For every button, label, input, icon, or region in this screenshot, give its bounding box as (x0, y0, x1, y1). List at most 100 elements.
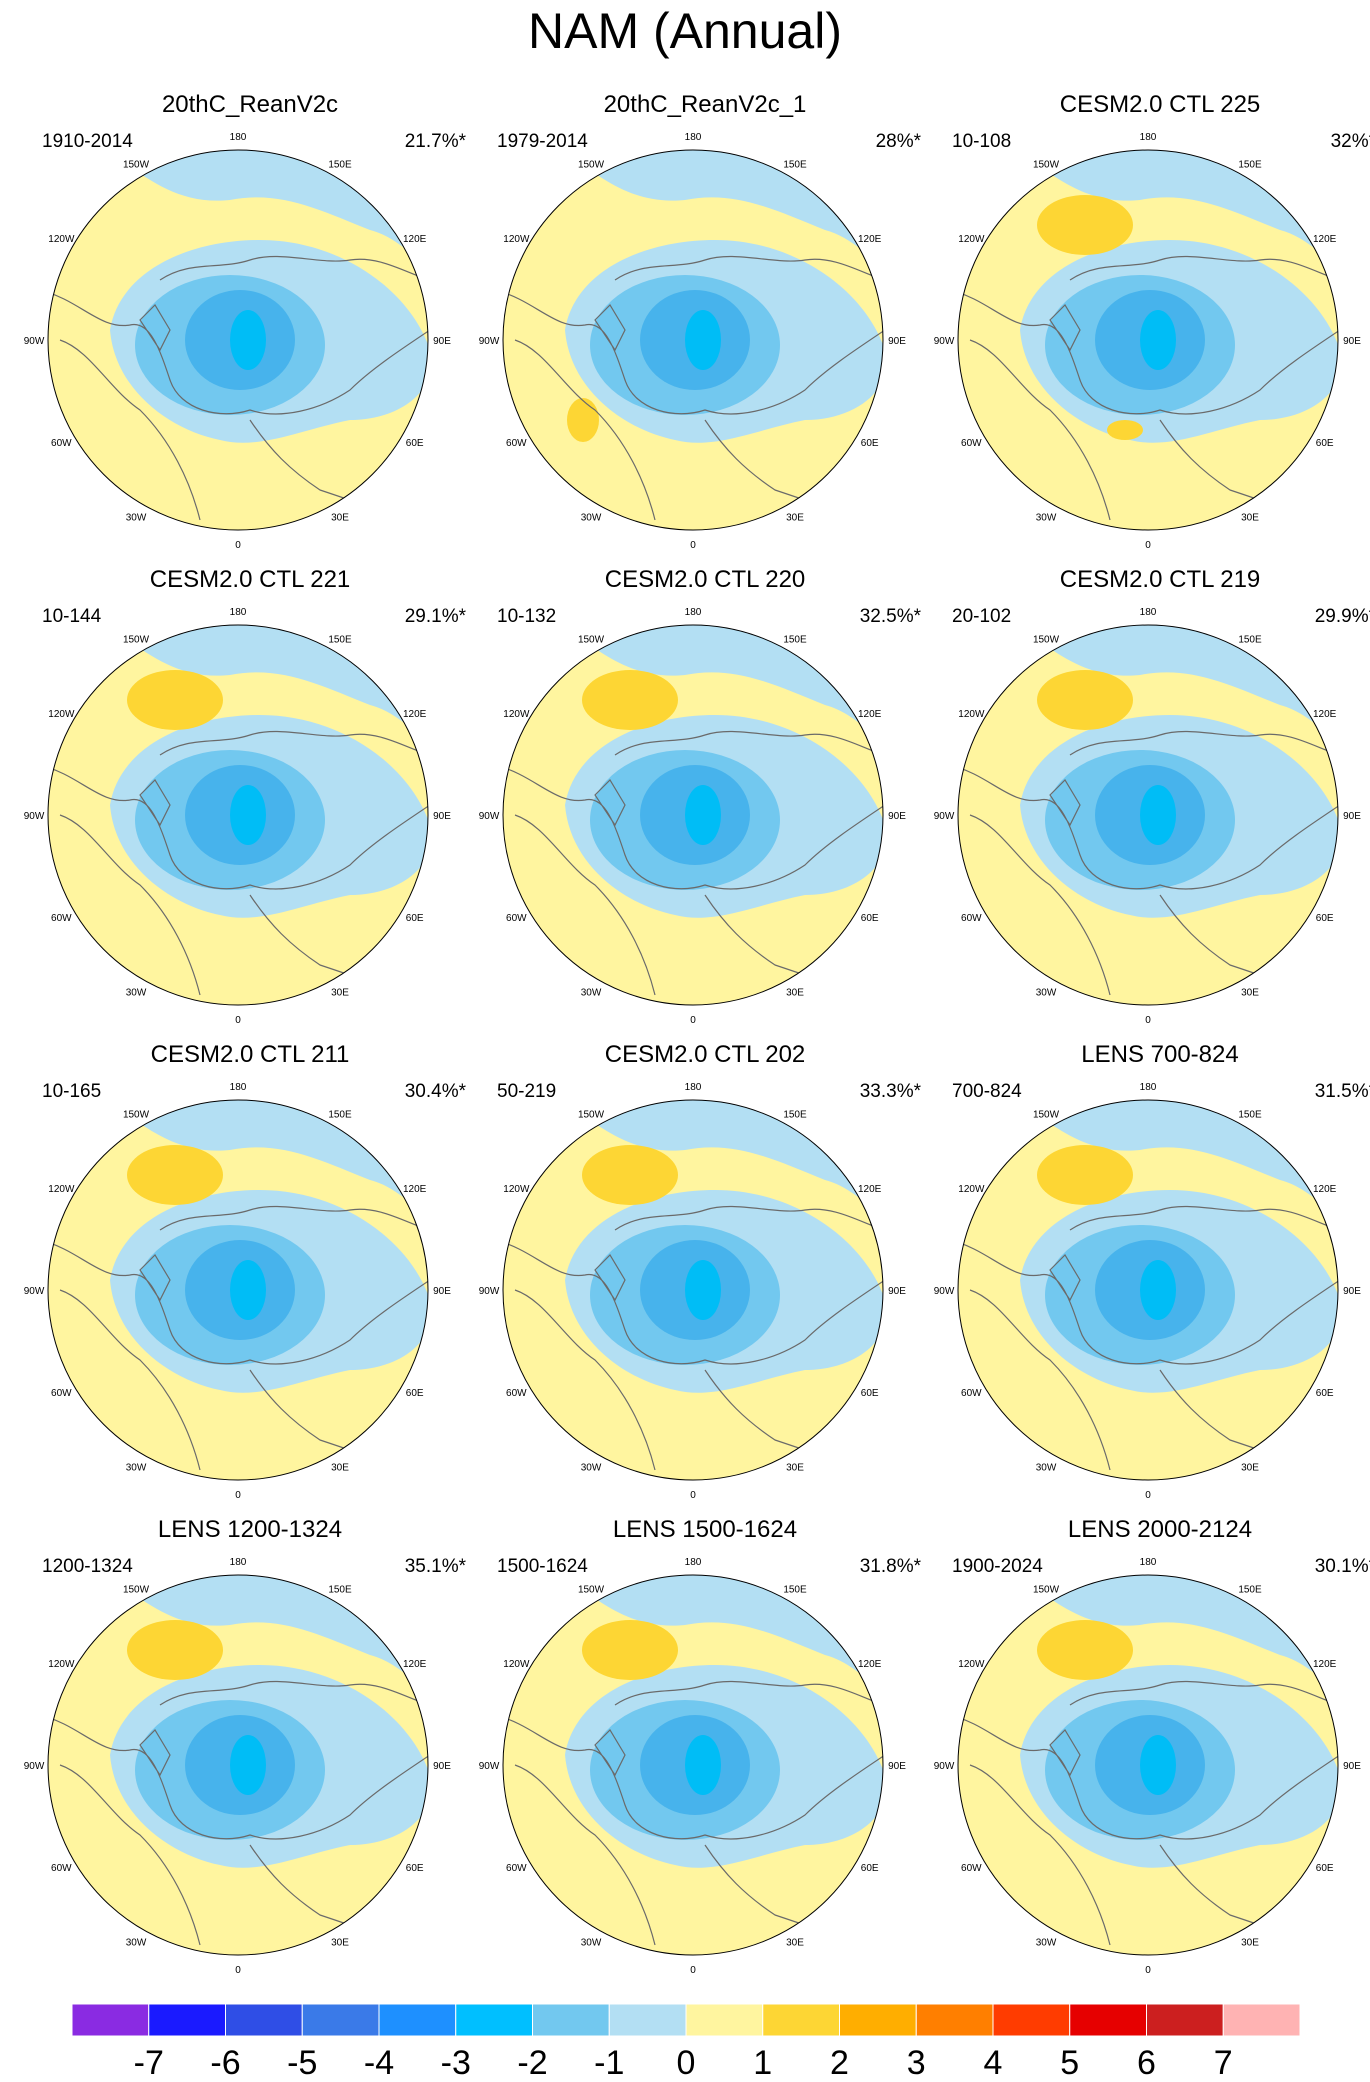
longitude-label: 30E (331, 1463, 349, 1474)
longitude-label: 150W (1033, 159, 1060, 170)
longitude-label: 90E (1343, 336, 1361, 347)
colorbar-tick-label: -4 (364, 2044, 394, 2082)
map-panel: LENS 1200-1324 1200-1324 35.1%* 180 150E 120E… (20, 1515, 480, 1985)
map-boundary (957, 149, 1339, 531)
longitude-label: 30W (126, 513, 147, 524)
panel-period: 10-108 (952, 131, 1012, 152)
polar-map: 180 150E 120E 90E 60E 30E 0 30W 60W 90W 120W 150W (479, 607, 907, 1026)
longitude-label: 30E (1241, 513, 1259, 524)
longitude-label: 30W (1036, 1463, 1057, 1474)
longitude-label: 120W (958, 709, 985, 720)
colorbar-tick-label: -3 (441, 2044, 471, 2082)
colorbar-swatch (378, 2003, 457, 2037)
negative-region (503, 150, 883, 300)
longitude-label: 150W (578, 634, 605, 645)
longitude-label: 180 (1140, 1557, 1157, 1568)
longitude-label: 150E (1238, 1584, 1262, 1595)
longitude-label: 150W (578, 159, 605, 170)
longitude-label: 90W (479, 336, 500, 347)
negative-core (685, 1735, 721, 1795)
longitude-label: 120W (48, 1659, 75, 1670)
longitude-label: 60E (1316, 1388, 1334, 1399)
polar-map: 180 150E 120E 90E 60E 30E 0 30W 60W 90W 120W 150W (24, 607, 452, 1026)
longitude-label: 30E (786, 1938, 804, 1949)
longitude-label: 90W (479, 811, 500, 822)
longitude-label: 30E (331, 988, 349, 999)
map-panel: LENS 2000-2124 1900-2024 30.1%* 180 150E 120E… (930, 1515, 1370, 1985)
longitude-label: 90E (433, 1761, 451, 1772)
longitude-label: 180 (1140, 607, 1157, 618)
longitude-label: 60W (506, 1388, 527, 1399)
longitude-label: 0 (690, 1965, 696, 1976)
colorbar-tick-label: 5 (1060, 2044, 1079, 2082)
panel-period: 1200-1324 (42, 1556, 133, 1577)
colorbar-tick-label: -5 (287, 2044, 317, 2082)
longitude-label: 90W (934, 336, 955, 347)
colorbar-swatch (301, 2003, 380, 2037)
longitude-label: 0 (235, 540, 241, 551)
map-panel: CESM2.0 CTL 220 10-132 32.5%* 180 150E 120E 90… (475, 565, 935, 1035)
longitude-label: 150E (783, 159, 807, 170)
polar-map: 180 150E 120E 90E 60E 30E 0 30W 60W 90W 120W 150W (24, 132, 452, 551)
negative-region (958, 150, 1338, 300)
panel-variance-percent: 30.1%* (1314, 1556, 1370, 1577)
panel-period: 10-144 (42, 606, 102, 627)
colorbar-tick-label: 2 (830, 2044, 849, 2082)
longitude-label: 30W (126, 1463, 147, 1474)
panel-period: 1979-2014 (497, 131, 588, 152)
negative-region (958, 625, 1338, 775)
longitude-label: 150W (1033, 634, 1060, 645)
polar-map: 180 150E 120E 90E 60E 30E 0 30W 60W 90W 120W 150W (934, 132, 1362, 551)
panel-variance-percent: 35.1%* (404, 1556, 466, 1577)
longitude-label: 60W (51, 1863, 72, 1874)
coastline (48, 1205, 428, 1471)
map-panel: CESM2.0 CTL 225 10-108 32%* 180 150E 120E 90E 6… (930, 90, 1370, 560)
longitude-label: 150E (1238, 159, 1262, 170)
longitude-label: 30E (331, 1938, 349, 1949)
coastline (958, 255, 1338, 521)
longitude-label: 30E (786, 988, 804, 999)
longitude-label: 150W (578, 1109, 605, 1120)
colorbar-swatch (915, 2003, 994, 2037)
panel-title: CESM2.0 CTL 220 (604, 566, 806, 593)
negative-region (48, 1100, 428, 1250)
longitude-label: 0 (1145, 540, 1151, 551)
longitude-label: 60W (506, 438, 527, 449)
positive-anomaly (1037, 195, 1133, 255)
coastline (958, 1205, 1338, 1471)
map-boundary (957, 624, 1339, 1006)
longitude-label: 120E (403, 1184, 427, 1195)
coastline (958, 1680, 1338, 1946)
longitude-label: 30W (1036, 513, 1057, 524)
colorbar-swatch (71, 2003, 150, 2037)
coastline (958, 730, 1338, 996)
panel-title: 20thC_ReanV2c_1 (603, 91, 807, 118)
coastline (48, 1680, 428, 1946)
colorbar-tick-label: 3 (907, 2044, 926, 2082)
polar-map: 180 150E 120E 90E 60E 30E 0 30W 60W 90W 120W 150W (24, 1082, 452, 1501)
longitude-label: 90W (24, 811, 45, 822)
panel-title: CESM2.0 CTL 211 (150, 1041, 350, 1068)
longitude-label: 120W (958, 234, 985, 245)
colorbar-tick-label: 1 (753, 2044, 772, 2082)
longitude-label: 150E (783, 1584, 807, 1595)
colorbar-tick-label: -6 (210, 2044, 240, 2082)
colorbar-tick-label: -2 (517, 2044, 547, 2082)
longitude-label: 60E (1316, 913, 1334, 924)
panel-period: 1500-1624 (497, 1556, 588, 1577)
longitude-label: 0 (1145, 1965, 1151, 1976)
colorbar-swatch (839, 2003, 917, 2037)
longitude-label: 0 (1145, 1015, 1151, 1026)
longitude-label: 120E (403, 709, 427, 720)
coastline (503, 255, 883, 521)
longitude-label: 30W (581, 988, 602, 999)
polar-map: 180 150E 120E 90E 60E 30E 0 30W 60W 90W 120W 150W (934, 1557, 1362, 1976)
longitude-label: 90W (934, 1286, 955, 1297)
longitude-label: 180 (685, 1082, 702, 1093)
negative-core (230, 1260, 266, 1320)
longitude-label: 60E (1316, 1863, 1334, 1874)
negative-region (48, 625, 428, 775)
longitude-label: 90W (934, 1761, 955, 1772)
coastline (503, 1205, 883, 1471)
positive-anomaly (582, 1145, 678, 1205)
